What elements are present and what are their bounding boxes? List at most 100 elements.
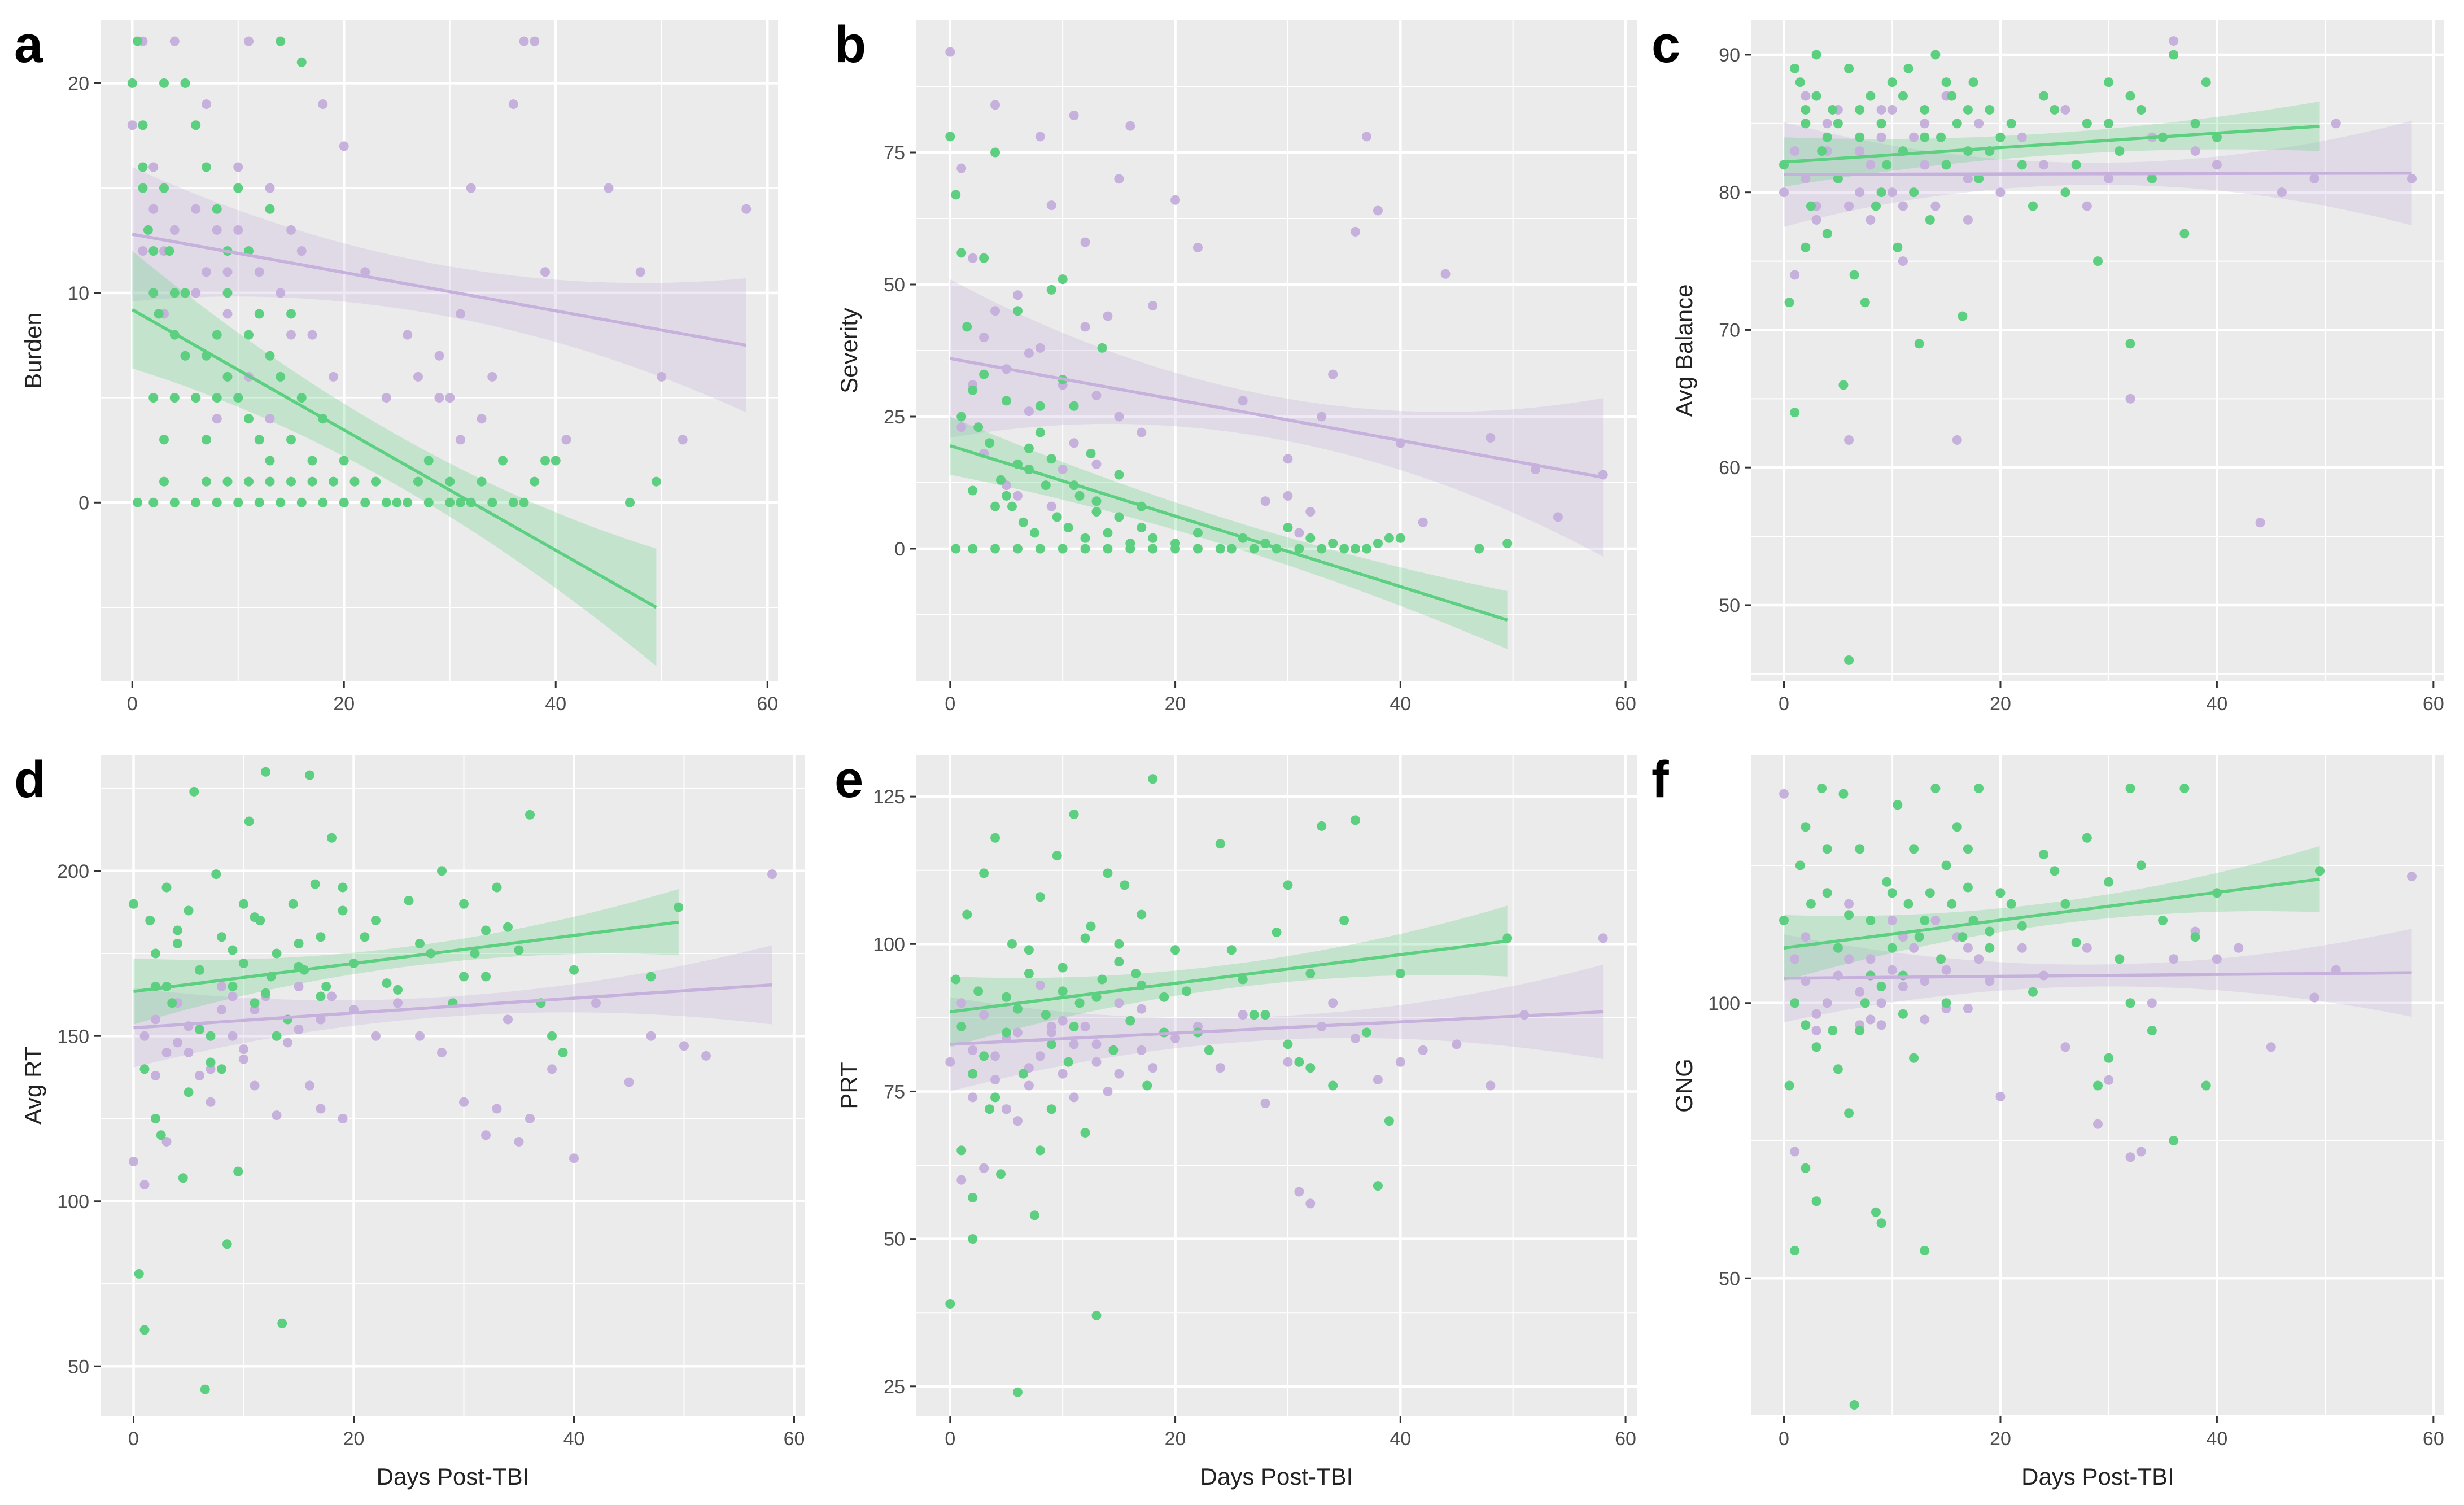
data-point-purple [276, 288, 286, 298]
data-point-purple [272, 1110, 282, 1121]
data-point-green [202, 435, 211, 445]
data-point-green [360, 497, 370, 508]
y-tick-label: 200 [57, 861, 89, 882]
data-point-green [1058, 544, 1068, 554]
panel-letter: b [835, 16, 866, 73]
data-point-green [167, 998, 177, 1008]
data-point-purple [1260, 496, 1270, 506]
data-point-green [1249, 1010, 1259, 1020]
data-point-green [1069, 401, 1079, 411]
data-point-green [339, 456, 349, 466]
data-point-green [551, 456, 561, 466]
data-point-purple [1373, 205, 1383, 216]
data-point-green [1947, 91, 1957, 101]
data-point-green [138, 162, 148, 172]
data-point-purple [2277, 187, 2287, 198]
data-point-green [1801, 1020, 1811, 1030]
data-point-green [1114, 512, 1124, 522]
data-point-green [519, 497, 529, 508]
data-point-green [1007, 939, 1017, 949]
data-point-green [339, 497, 349, 508]
data-point-purple [2331, 119, 2341, 129]
data-point-green [1351, 815, 1361, 825]
data-point-green [1046, 454, 1056, 464]
plot-background [101, 755, 805, 1416]
data-point-purple [1069, 1092, 1079, 1102]
data-point-purple [316, 1014, 326, 1025]
data-point-green [151, 1114, 160, 1123]
data-point-purple [968, 1045, 978, 1055]
data-point-green [1963, 104, 1973, 115]
data-point-green [1046, 285, 1056, 295]
data-point-purple [1024, 406, 1034, 417]
data-point-green [2147, 173, 2157, 183]
data-point-green [1226, 945, 1237, 955]
data-point-green [1007, 501, 1017, 511]
data-point-purple [2266, 1042, 2276, 1052]
data-point-green [979, 253, 989, 263]
data-point-green [1806, 899, 1816, 909]
data-point-green [1131, 969, 1141, 979]
panel-f: 0 20 40 60 50 100 GNG Days Post-TBI f [1652, 751, 2444, 1490]
data-point-green [310, 879, 320, 889]
data-point-purple [1811, 1009, 1821, 1019]
data-point-green [139, 1325, 150, 1335]
data-point-purple [305, 1080, 314, 1091]
data-point-purple [2406, 173, 2417, 183]
data-point-green [1069, 809, 1079, 819]
data-point-green [1920, 916, 1930, 925]
data-point-green [1876, 119, 1886, 129]
data-point-purple [2309, 173, 2319, 183]
data-point-green [143, 225, 153, 235]
data-point-green [1012, 306, 1023, 316]
data-point-green [1080, 544, 1090, 554]
data-point-green [1395, 969, 1405, 979]
data-point-green [1920, 132, 1930, 142]
data-point-green [1866, 91, 1876, 101]
data-point-purple [2017, 132, 2027, 142]
data-point-purple [415, 1031, 425, 1041]
data-point-green [1351, 544, 1361, 554]
data-point-green [1192, 528, 1203, 538]
y-tick-label: 0 [78, 492, 89, 514]
x-axis-title: Days Post-TBI [1200, 1463, 1353, 1490]
data-point-purple [1866, 954, 1876, 964]
data-point-green [1838, 789, 1849, 799]
data-point-green [1844, 655, 1854, 665]
data-point-green [1790, 1246, 1800, 1255]
data-point-purple [1995, 1092, 2006, 1101]
data-point-purple [437, 1048, 447, 1057]
data-point-purple [265, 414, 275, 424]
data-point-purple [2212, 160, 2222, 170]
y-axis-title: PRT [836, 1062, 862, 1109]
data-point-green [1871, 201, 1881, 211]
data-point-purple [1395, 1057, 1405, 1067]
data-point-purple [1024, 1080, 1034, 1091]
data-point-green [2125, 784, 2135, 793]
data-point-green [459, 899, 469, 909]
x-tick-label: 60 [2423, 1428, 2444, 1450]
data-point-green [191, 120, 201, 130]
data-point-green [1283, 880, 1293, 890]
data-point-purple [445, 393, 455, 403]
data-point-green [189, 786, 199, 797]
data-point-purple [1486, 432, 1496, 443]
data-point-green [651, 476, 661, 487]
data-point-purple [1058, 1069, 1068, 1079]
data-point-purple [1080, 1022, 1090, 1032]
data-point-green [212, 497, 222, 508]
data-point-green [985, 438, 995, 448]
data-point-purple [1898, 201, 1908, 211]
data-point-green [1137, 909, 1147, 920]
data-point-purple [2082, 943, 2092, 953]
data-point-green [191, 393, 201, 403]
plot-content [129, 767, 777, 1394]
data-point-purple [1058, 465, 1068, 475]
data-point-green [2179, 784, 2190, 793]
data-point-green [2125, 998, 2135, 1008]
data-point-purple [191, 204, 201, 214]
data-point-green [1855, 132, 1865, 142]
panel-letter: c [1652, 16, 1680, 73]
data-point-green [1887, 77, 1897, 88]
data-point-purple [1974, 119, 1984, 129]
